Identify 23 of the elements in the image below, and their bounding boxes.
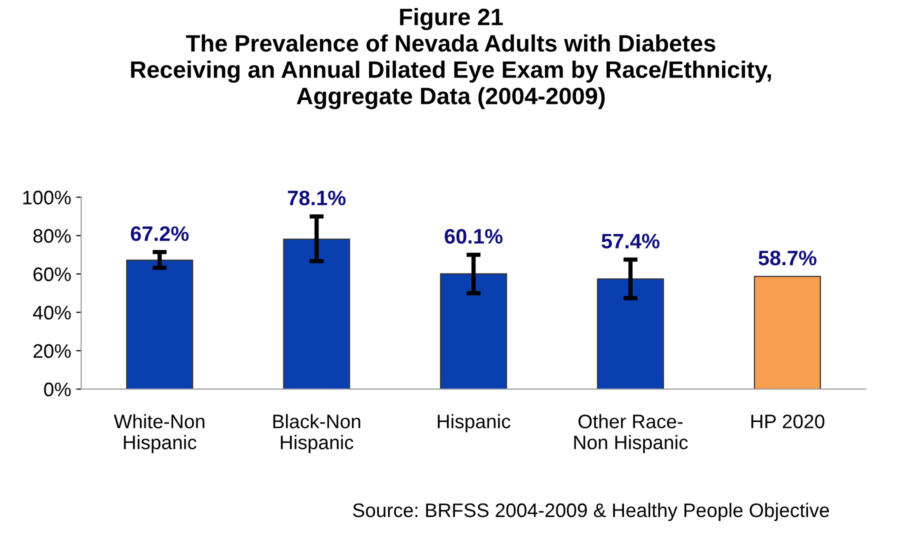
- bar: [596, 278, 664, 390]
- data-label: 67.2%: [130, 226, 189, 242]
- bar: [440, 273, 508, 390]
- y-tick-label: 20%: [34, 344, 71, 358]
- data-label: 57.4%: [602, 234, 660, 249]
- x-tick-label: White-Non Hispanic: [114, 414, 204, 454]
- y-tick-label: 100%: [23, 190, 71, 204]
- bar: [126, 260, 194, 390]
- x-tick-label: Black-Non Hispanic: [273, 414, 360, 454]
- bar: [754, 276, 821, 390]
- y-tick-label: 0%: [44, 382, 71, 396]
- y-tick-label: 60%: [34, 267, 71, 282]
- chart-title: Figure 21 The Prevalence of Nevada Adults with Diabetes Receiving an Annual Dilated Eye Exam by Race/Ethnicity, Aggregate Data (2004-2009): [131, 8, 771, 110]
- data-label: 58.7%: [758, 250, 816, 266]
- x-tick-label: HP 2020: [751, 414, 824, 428]
- data-label: 78.1%: [288, 190, 346, 206]
- source-note: Source: BRFSS 2004-2009 & Healthy People Objective: [353, 502, 829, 522]
- x-tick-label: Other Race- Non Hispanic: [574, 414, 688, 454]
- y-tick-label: 40%: [32, 306, 71, 320]
- data-label: 60.1%: [444, 228, 503, 244]
- x-tick-label: Hispanic: [438, 414, 510, 432]
- y-tick-label: 80%: [33, 229, 71, 243]
- bar: [283, 238, 350, 390]
